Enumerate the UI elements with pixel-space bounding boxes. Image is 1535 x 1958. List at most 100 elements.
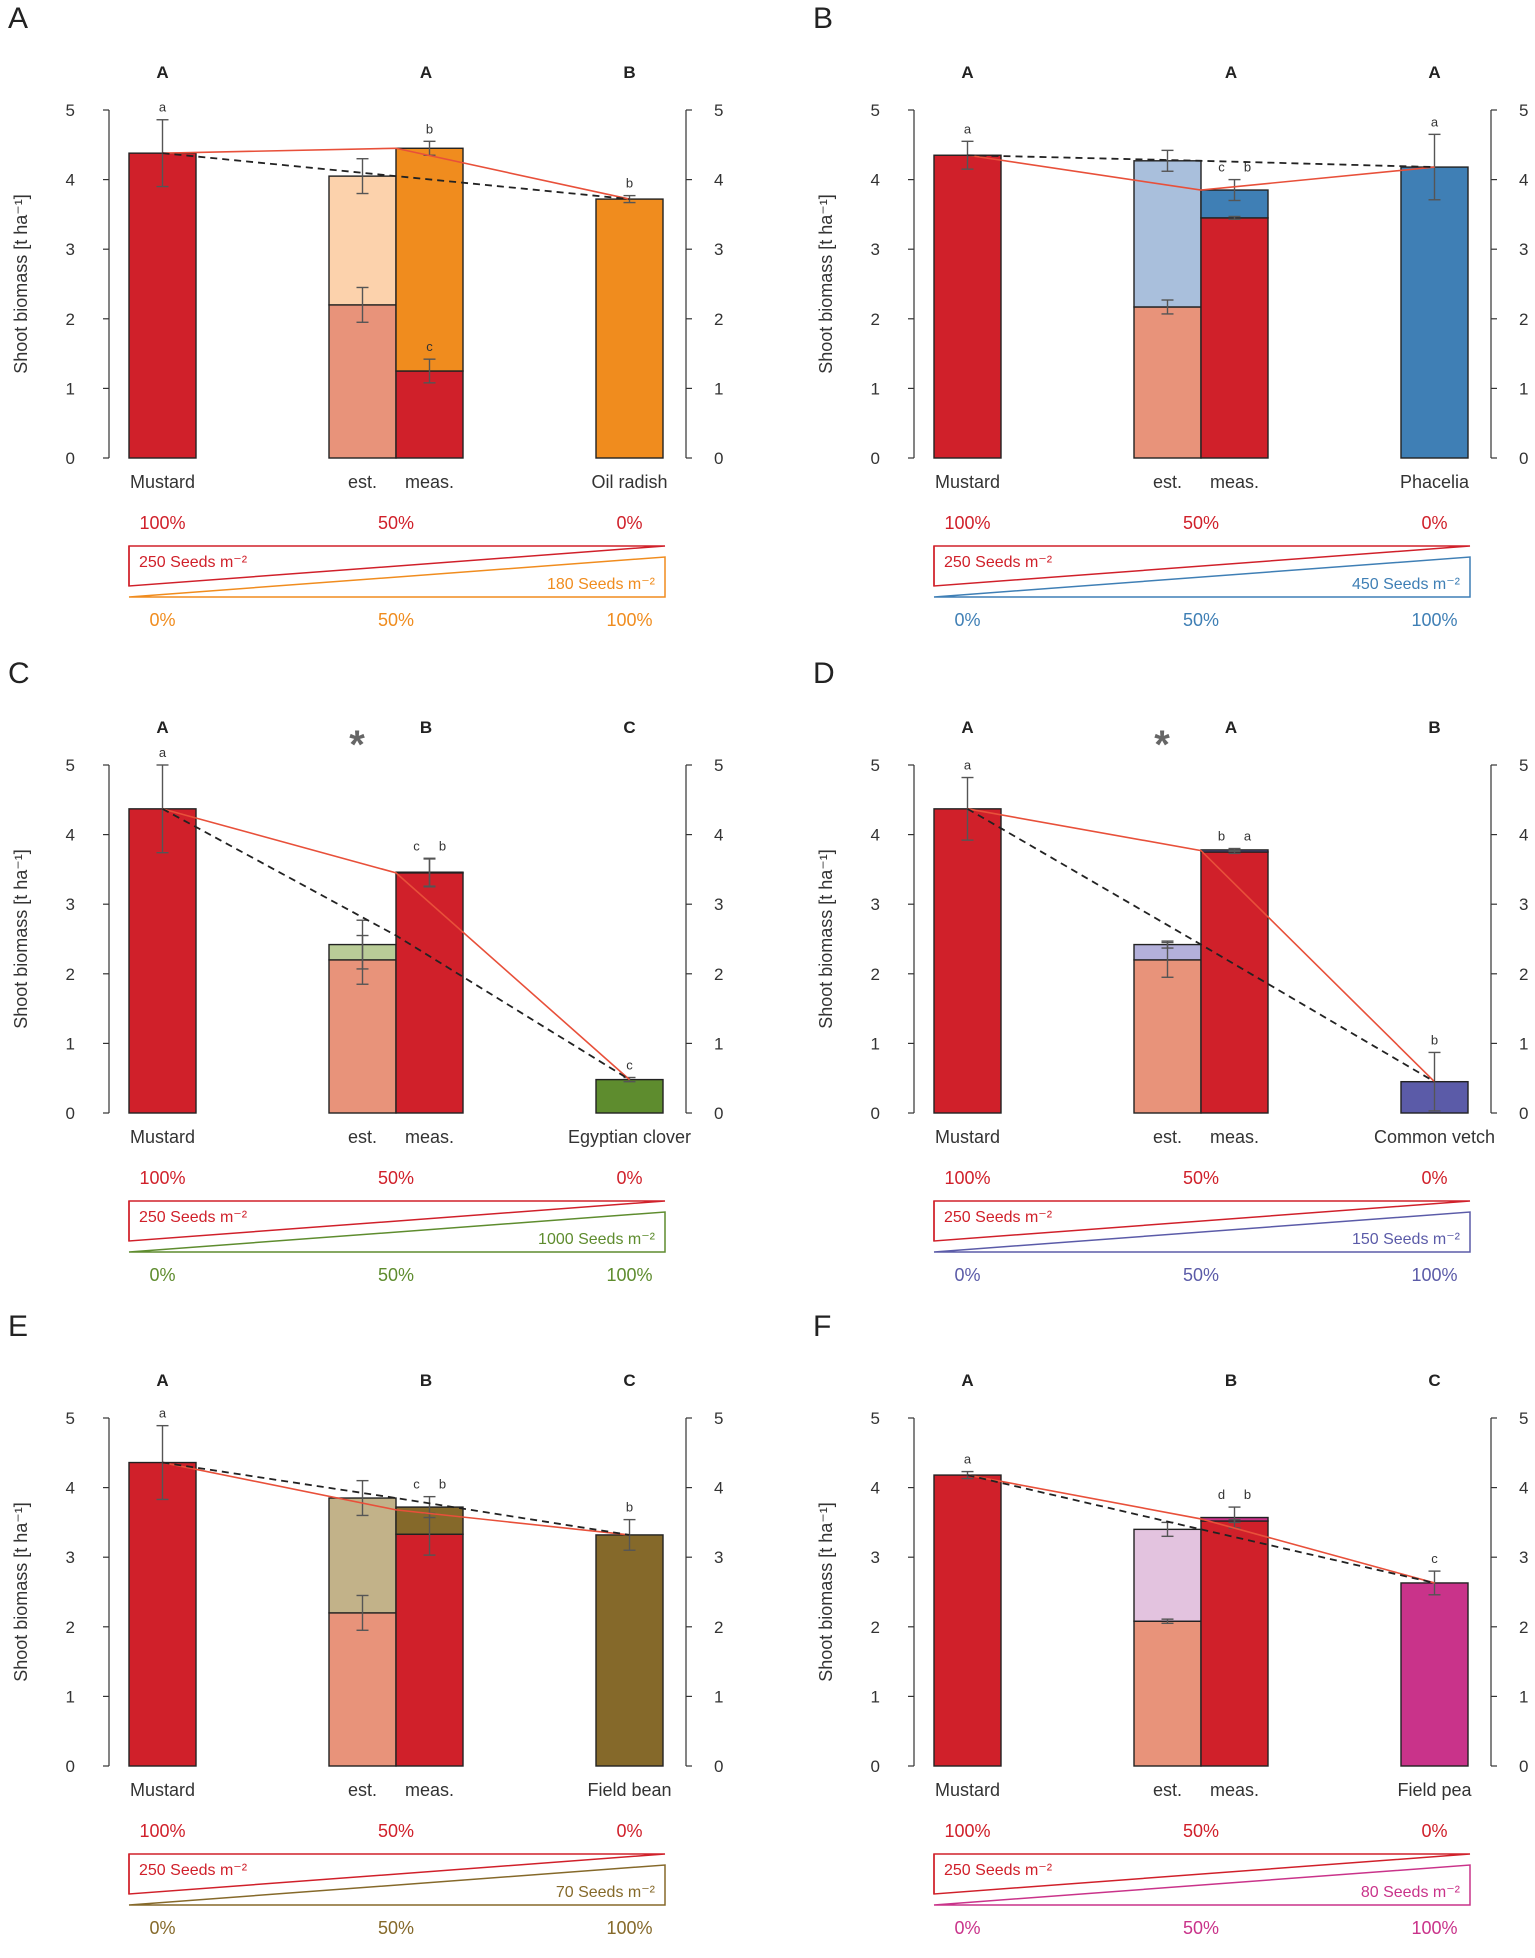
x-tick-label: est. [1153,1780,1182,1800]
y-tick-label-left: 0 [66,449,75,468]
y-tick-label-left: 2 [871,1618,880,1637]
y-axis-label: Shoot biomass [t ha⁻¹] [11,1502,31,1682]
expected-line [967,808,1435,1083]
group-letter: A [156,1371,168,1390]
group-letter: B [420,718,432,737]
group-letter: C [623,718,635,737]
mustard-seed-density: 250 Seeds m⁻² [944,1209,1053,1226]
panel-label: B [813,2,834,35]
partner-seed-density: 450 Seeds m⁻² [1352,576,1461,593]
mustard-percentage: 0% [1421,513,1447,533]
x-tick-label: meas. [1210,1127,1259,1147]
group-letter: B [420,1371,432,1390]
y-tick-label-left: 5 [871,1409,880,1428]
partner-percentage: 50% [378,1918,414,1936]
mustard-percentage: 50% [378,1168,414,1188]
y-tick-label-left: 5 [871,756,880,775]
y-tick-label-right: 5 [714,756,723,775]
bar-est-partner [1133,160,1202,308]
y-tick-label-left: 1 [871,1687,880,1706]
y-tick-label-left: 5 [66,101,75,120]
bar-meas-mustard [395,872,464,1114]
y-tick-label-right: 0 [1519,1104,1528,1123]
y-tick-label-right: 1 [1519,1687,1528,1706]
mustard-percentage: 50% [1183,1168,1219,1188]
y-tick-label-right: 4 [714,826,723,845]
y-tick-label-right: 3 [1519,1548,1528,1567]
measured-line [967,154,1435,191]
y-tick-label-right: 0 [714,1104,723,1123]
y-tick-label-left: 0 [871,1757,880,1776]
sig-letter-meas-total: c [413,838,420,853]
partner-seed-density: 80 Seeds m⁻² [1361,1884,1461,1901]
sig-letter-partner: b [626,176,633,191]
y-tick-label-left: 3 [871,240,880,259]
sig-letter-partner: b [1431,1032,1438,1047]
bar-partner [595,198,664,459]
error-bar-partner [623,1076,636,1083]
bar-est-mustard [1133,306,1202,459]
bar-mustard [128,152,197,459]
mustard-percentage: 50% [1183,1821,1219,1841]
error-bar-mustard [961,1470,974,1480]
panel-label: A [8,2,29,35]
y-tick-label-right: 5 [714,1409,723,1428]
sig-letter-mustard: a [159,100,167,115]
expected-line [967,154,1435,168]
expected-line [162,808,630,1081]
mustard-percentage: 100% [944,1168,990,1188]
error-bar-est-mustard [1161,299,1174,315]
partner-seed-density: 1000 Seeds m⁻² [538,1231,656,1248]
error-bar-mustard [961,776,974,841]
bar-mustard [933,1474,1002,1767]
bar-meas-mustard [395,1533,464,1767]
sig-letter-mustard: a [964,1452,972,1467]
y-tick-label-left: 1 [871,379,880,398]
error-bar-est-total [356,1479,369,1517]
partner-percentage: 100% [606,1265,652,1285]
sig-letter-meas-mustard: c [426,339,433,354]
panel-label: C [8,657,30,690]
partner-percentage: 0% [149,1265,175,1285]
y-tick-label-left: 2 [66,965,75,984]
sig-letter-meas-mustard: b [1244,1487,1251,1502]
measured-line [162,808,631,1081]
error-bar-est-mustard [356,286,369,323]
y-tick-label-right: 2 [1519,310,1528,329]
x-tick-label: est. [1153,1127,1182,1147]
y-tick-label-right: 3 [714,895,723,914]
bar-est-mustard [328,1612,397,1767]
bar-partner [595,1534,664,1767]
x-tick-label: Mustard [130,1127,195,1147]
x-tick-label: meas. [1210,472,1259,492]
x-tick-label: Phacelia [1400,472,1470,492]
sig-letter-mustard: a [159,1406,167,1421]
partner-seed-wedge [128,1211,666,1253]
y-tick-label-left: 0 [66,1757,75,1776]
x-tick-label: est. [348,472,377,492]
partner-seed-density: 150 Seeds m⁻² [1352,1231,1461,1248]
panel-C: C 0 0 1 1 2 2 3 3 4 4 5 5 Shoot biomass [t ha⁻¹] A B C *… [0,655,790,1305]
y-tick-label-left: 2 [871,310,880,329]
bar-partner [595,1078,664,1114]
error-bar-est-total [1161,149,1174,172]
y-tick-label-left: 4 [871,1479,880,1498]
error-bar-mustard [156,764,169,854]
y-tick-label-right: 4 [1519,826,1528,845]
partner-seed-wedge [933,1211,1471,1253]
group-letter: C [1428,1371,1440,1390]
sig-letter-partner: a [1431,114,1439,129]
mustard-percentage: 0% [1421,1168,1447,1188]
panel-D: D 0 0 1 1 2 2 3 3 4 4 5 5 Shoot biomass [t ha⁻¹] A A B *… [805,655,1535,1305]
y-tick-label-right: 3 [714,240,723,259]
y-tick-label-left: 0 [871,449,880,468]
bar-partner [1400,1582,1469,1767]
mustard-percentage: 50% [378,513,414,533]
partner-seed-wedge [128,1864,666,1906]
y-tick-label-left: 3 [871,1548,880,1567]
group-letter: C [623,1371,635,1390]
error-bar-meas-total [1228,178,1241,202]
group-letter: A [420,63,432,82]
y-tick-label-right: 4 [714,1479,723,1498]
